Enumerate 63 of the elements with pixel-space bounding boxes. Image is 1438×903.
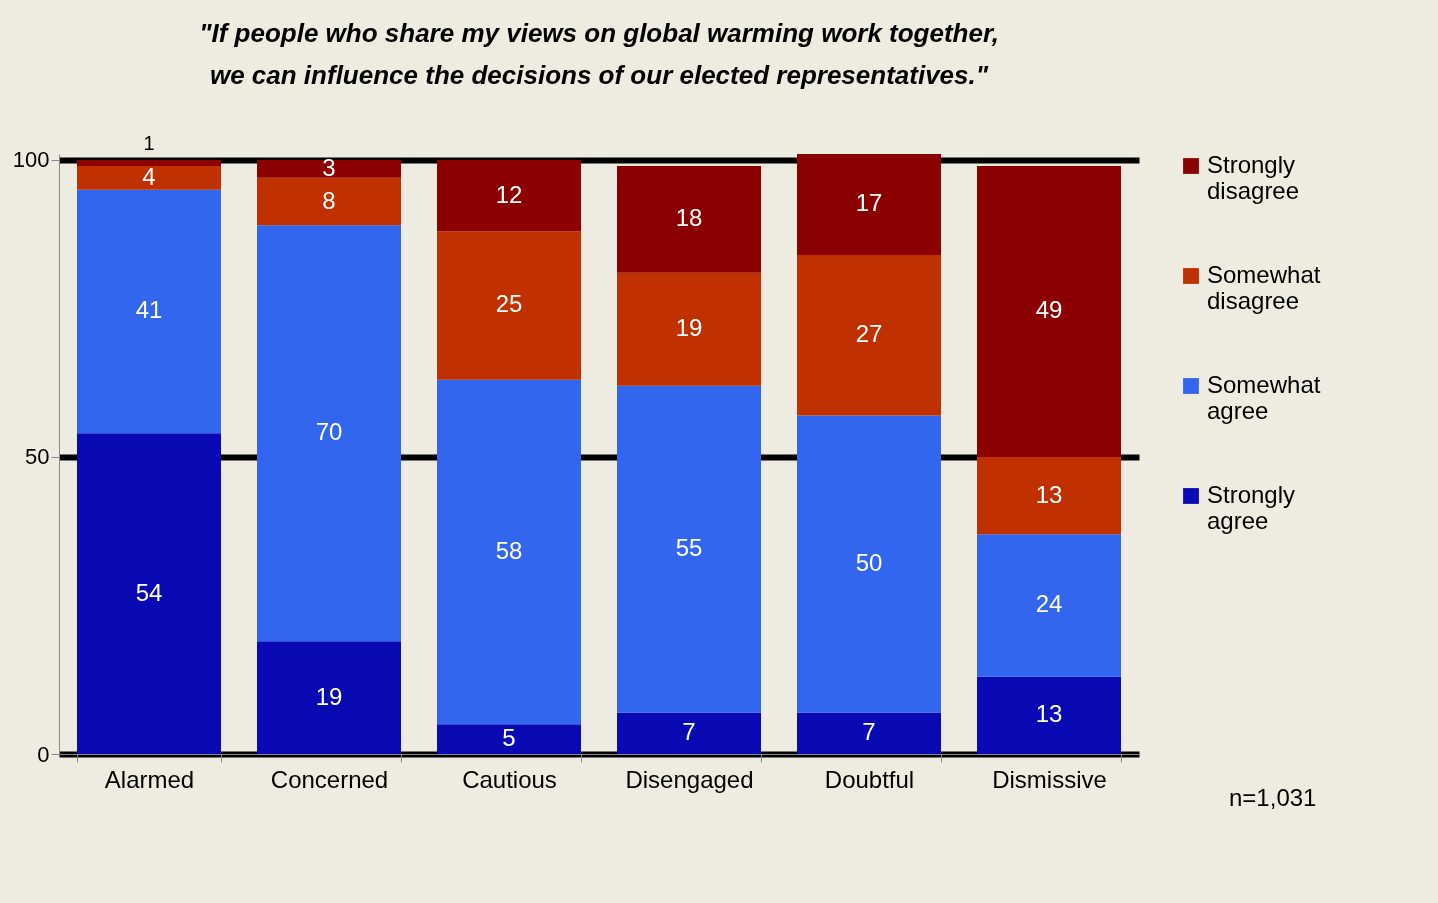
bar [77, 433, 221, 754]
legend-label: Strongly disagree [1207, 151, 1300, 204]
data-label: 13 [1035, 480, 1063, 508]
x-tick-label: Alarmed [104, 765, 195, 793]
data-label: 18 [675, 204, 703, 232]
data-label: 27 [855, 320, 883, 348]
data-label: 25 [495, 290, 523, 318]
chart-title: "If people who share my views on global warming work together, we can influence the decisions of our elected representatives." [199, 17, 999, 90]
data-label: 55 [675, 534, 703, 562]
bar [437, 159, 581, 232]
legend-label: Somewhat disagree [1207, 261, 1321, 314]
x-tick-label: Dismissive [992, 765, 1107, 793]
data-label: 19 [315, 682, 343, 710]
bar [977, 165, 1121, 457]
bar [257, 641, 401, 754]
data-label: 7 [862, 718, 876, 746]
bar [977, 676, 1121, 754]
bar [797, 154, 941, 255]
bar [797, 415, 941, 713]
bar [797, 254, 941, 416]
bar [257, 225, 401, 642]
y-tick-label: 100 [12, 147, 50, 173]
data-label: 49 [1035, 296, 1063, 324]
data-label: 13 [1035, 700, 1063, 728]
bar [797, 712, 941, 754]
bar [437, 724, 581, 754]
bar [437, 379, 581, 725]
data-label: 8 [322, 186, 336, 214]
bar [977, 534, 1121, 677]
bar [977, 456, 1121, 535]
data-label: 7 [682, 718, 696, 746]
data-label: 3 [322, 153, 336, 181]
data-label: 24 [1035, 590, 1063, 618]
data-label: 54 [135, 578, 163, 606]
bar [617, 272, 761, 386]
data-label: 50 [855, 548, 883, 576]
bar [257, 159, 401, 178]
bar [77, 159, 221, 166]
x-tick-label: Disengaged [625, 765, 754, 793]
data-label: 19 [675, 314, 703, 342]
bar [437, 231, 581, 380]
legend-label: Strongly agree [1207, 481, 1296, 534]
legend-label: Somewhat agree [1207, 371, 1321, 424]
text: n=1,031 [1229, 784, 1317, 811]
y-tick-label: 0 [37, 741, 50, 767]
data-label: 17 [855, 189, 883, 217]
data-label: 5 [502, 724, 516, 752]
data-label: 4 [142, 162, 156, 190]
data-label: 1 [143, 131, 155, 154]
bar [77, 165, 221, 190]
bar [617, 712, 761, 754]
data-label: 12 [495, 180, 523, 208]
x-tick-label: Cautious [462, 765, 557, 793]
x-tick-label: Doubtful [824, 765, 915, 793]
x-tick-label: Concerned [270, 765, 389, 793]
bar [257, 177, 401, 226]
data-label: 41 [135, 296, 163, 324]
data-label: 58 [495, 537, 523, 565]
y-tick-label: 50 [25, 444, 50, 470]
bar [617, 385, 761, 713]
data-label: 70 [315, 418, 343, 446]
bar [617, 165, 761, 273]
bar [77, 189, 221, 434]
